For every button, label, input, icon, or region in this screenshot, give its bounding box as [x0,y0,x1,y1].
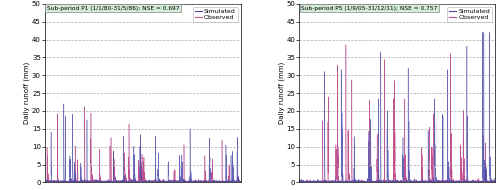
Text: Sub-period P1 (1/1/80-31/5/86); NSE = 0.697: Sub-period P1 (1/1/80-31/5/86); NSE = 0.… [47,6,180,11]
Text: Sub-period P5 (1/9/05-31/12/11); NSE = 0.757: Sub-period P5 (1/9/05-31/12/11); NSE = 0… [302,6,438,11]
Y-axis label: Daily runoff (mm): Daily runoff (mm) [278,62,285,124]
Legend: Simulated, Observed: Simulated, Observed [192,7,238,22]
Legend: Simulated, Observed: Simulated, Observed [447,7,492,22]
Y-axis label: Daily runoff (mm): Daily runoff (mm) [24,62,30,124]
